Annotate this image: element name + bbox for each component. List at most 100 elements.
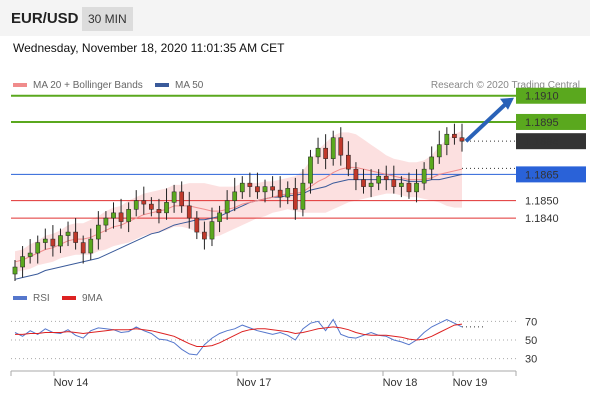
candle-body — [270, 186, 275, 191]
candle-body — [149, 203, 154, 210]
candle-body — [323, 147, 328, 159]
candle-body — [300, 182, 306, 210]
current-price-box — [516, 133, 586, 150]
candle-body — [96, 224, 101, 240]
candle-body — [232, 191, 238, 201]
legend-item-ma50: MA 50 — [155, 80, 203, 91]
candle-body — [141, 200, 147, 205]
candle-body — [42, 238, 48, 243]
sub-legend-9ma: 9MA — [62, 293, 103, 304]
candle-body — [156, 209, 162, 214]
candle-body — [361, 179, 366, 187]
candle-body — [20, 256, 25, 268]
candle-body — [50, 238, 56, 247]
candle-body — [209, 221, 215, 240]
header-bar: EUR/USD 30 MIN — [0, 0, 590, 36]
candle-body — [277, 189, 283, 198]
rsi-tick-30: 30 — [525, 354, 537, 366]
candle-body — [133, 200, 139, 210]
rsi-series-RSI — [14, 318, 463, 356]
candle-body — [391, 179, 397, 187]
candle-body — [73, 231, 78, 243]
candle-body — [459, 137, 465, 142]
level-box-1.1865 — [516, 166, 586, 183]
candle-body — [202, 231, 207, 240]
candle-body — [285, 188, 291, 198]
datetime-label: Wednesday, November 18, 2020 11:01:35 AM… — [13, 41, 285, 55]
level-label-1.1850: 1.1850 — [525, 196, 559, 208]
x-tick-label-Nov-19: Nov 19 — [453, 377, 488, 389]
forecast-arrow-shaft — [464, 101, 509, 143]
candle-body — [262, 186, 268, 193]
candle-body — [338, 137, 344, 156]
candle-body — [111, 212, 116, 219]
candle-body — [436, 144, 442, 158]
legend-label-ma20: MA 20 + Bollinger Bands — [33, 80, 143, 91]
candle-body — [179, 191, 185, 207]
candle-body — [330, 137, 336, 159]
x-tick-label-Nov-14: Nov 14 — [54, 377, 89, 389]
candle-body — [292, 188, 298, 210]
forecast-arrow-head — [500, 97, 514, 110]
candle-body — [27, 252, 33, 257]
candle-body — [429, 156, 435, 170]
candle-body — [186, 205, 192, 219]
x-tick-label-Nov-18: Nov 18 — [383, 377, 418, 389]
candles-group — [12, 123, 465, 282]
candle-body — [239, 182, 245, 193]
candle-body — [452, 133, 457, 138]
candle-body — [164, 202, 169, 214]
candle-body — [12, 266, 18, 275]
level-box-1.1895 — [516, 113, 586, 130]
candle-body — [376, 175, 381, 184]
legend-label-ma50: MA 50 — [175, 80, 204, 91]
legend-item-ma20: MA 20 + Bollinger Bands — [13, 80, 143, 91]
legend-label-rsi: RSI — [33, 293, 50, 304]
candle-body — [58, 235, 63, 247]
candle-body — [383, 175, 389, 180]
candle-body — [308, 156, 313, 184]
legend-swatch-9ma — [62, 296, 76, 301]
symbol-label: EUR/USD — [11, 10, 79, 27]
candle-body — [353, 168, 359, 180]
rsi-tick-70: 70 — [525, 316, 537, 328]
candle-body — [399, 182, 404, 187]
candle-body — [126, 209, 131, 222]
sub-legend-rsi: RSI — [13, 293, 50, 304]
credit-label: Research © 2020 Trading Central — [430, 80, 580, 91]
candle-body — [35, 242, 41, 254]
candle-body — [224, 200, 230, 214]
candle-body — [421, 168, 427, 184]
legend-swatch-rsi — [13, 296, 27, 301]
timeframe-button[interactable]: 30 MIN — [82, 7, 133, 31]
candle-body — [217, 212, 222, 222]
candle-body — [65, 231, 71, 236]
legend-swatch-ma20 — [13, 83, 27, 88]
current-price-label: 1.1884 — [525, 136, 559, 148]
candle-body — [88, 238, 94, 254]
candle-body — [368, 182, 374, 187]
rsi-series-9MA — [15, 323, 463, 347]
candle-body — [315, 147, 321, 158]
x-tick-label-Nov-17: Nov 17 — [237, 377, 272, 389]
level-label-1.1895: 1.1895 — [525, 117, 559, 129]
level-label-1.1840: 1.1840 — [525, 213, 559, 225]
candle-body — [346, 154, 351, 170]
legend-label-9ma: 9MA — [82, 293, 103, 304]
rsi-tick-50: 50 — [525, 335, 537, 347]
candle-body — [444, 133, 450, 145]
candle-body — [247, 182, 253, 187]
level-label-1.1865: 1.1865 — [525, 169, 559, 181]
ma20-line — [14, 166, 463, 263]
candle-body — [171, 191, 177, 203]
level-label-1.1910: 1.1910 — [525, 91, 559, 103]
level-box-1.1910 — [516, 87, 586, 104]
legend-swatch-ma50 — [155, 83, 169, 88]
candle-body — [103, 217, 109, 226]
candle-body — [118, 212, 124, 222]
candle-body — [414, 182, 419, 193]
candle-body — [255, 186, 260, 193]
candle-body — [80, 242, 86, 254]
candle-body — [194, 217, 200, 233]
